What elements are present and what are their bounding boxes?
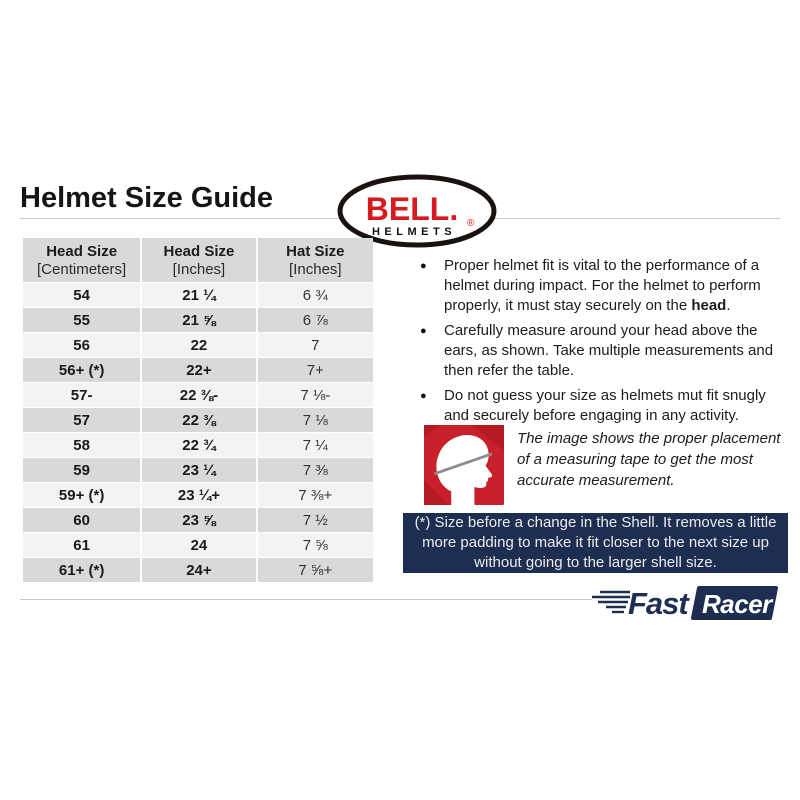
table-cell: 23 ¼ <box>142 458 256 482</box>
table-cell: 56 <box>23 333 141 357</box>
table-row: 59+ (*) 23 ¼+ 7 ⅜+ <box>23 483 373 507</box>
table-row: 56 22 7 <box>23 333 373 357</box>
table-cell: 7 ⅝ <box>257 533 373 557</box>
bullet-text: Proper helmet fit is vital to the perfor… <box>444 256 788 316</box>
figure-caption: The image shows the proper placement of … <box>517 430 781 489</box>
header-title: Head Size <box>163 242 235 260</box>
table-cell: 54 <box>23 283 141 307</box>
fit-instructions-list: ● Proper helmet fit is vital to the perf… <box>404 256 796 431</box>
table-cell: 59+ (*) <box>23 483 141 507</box>
bell-logo-wordmark: BELL. <box>366 191 458 227</box>
table-row: 57- 22 ⅜- 7 ⅛- <box>23 383 373 407</box>
table-cell: 59 <box>23 458 141 482</box>
table-cell: 58 <box>23 433 141 457</box>
table-cell: 23 ⅝ <box>142 508 256 532</box>
bell-logo-helmets-text: HELMETS <box>372 226 456 238</box>
header-hat-size-in: Hat Size [Inches] <box>257 238 373 282</box>
table-cell: 7 ⅝+ <box>257 558 373 582</box>
header-unit: [Centimeters] <box>37 260 127 278</box>
bell-logo-ellipse <box>337 174 497 248</box>
bullet-icon: ● <box>420 325 427 337</box>
table-cell: 57 <box>23 408 141 432</box>
table-row: 56+ (*) 22+ 7+ <box>23 358 373 382</box>
table-cell: 21 ⅝ <box>142 308 256 332</box>
table-cell: 7 ⅜+ <box>257 483 373 507</box>
table-row: 61 24 7 ⅝ <box>23 533 373 557</box>
table-cell: 21 ¼ <box>142 283 256 307</box>
table-cell: 7+ <box>257 358 373 382</box>
bullet-text: Do not guess your size as helmets mut fi… <box>444 387 766 424</box>
bullet-text-part: Proper helmet fit is vital to the perfor… <box>444 257 761 314</box>
helmet-size-table: Head Size [Centimeters] Head Size [Inche… <box>21 237 375 583</box>
table-cell: 23 ¼+ <box>142 483 256 507</box>
fastracer-racer-box <box>691 586 778 620</box>
table-cell: 60 <box>23 508 141 532</box>
bell-logo-registered-icon: ® <box>467 218 475 229</box>
shell-size-note-text: (*) Size before a change in the Shell. I… <box>414 514 777 571</box>
list-item: ● Carefully measure around your head abo… <box>404 321 796 381</box>
bullet-text-part: . <box>726 297 731 314</box>
table-cell: 7 ½ <box>257 508 373 532</box>
table-cell: 24 <box>142 533 256 557</box>
table-cell: 7 ⅛ <box>257 408 373 432</box>
bullet-icon: ● <box>420 260 427 272</box>
head-measuring-tape-icon <box>424 425 504 505</box>
table-cell: 61 <box>23 533 141 557</box>
fastracer-fast-text: Fast <box>628 586 690 621</box>
table-row: 61+ (*) 24+ 7 ⅝+ <box>23 558 373 582</box>
list-item: ● Do not guess your size as helmets mut … <box>404 386 796 426</box>
bullet-icon: ● <box>420 390 427 402</box>
table-cell: 55 <box>23 308 141 332</box>
bullet-text: Carefully measure around your head above… <box>444 322 774 379</box>
shell-size-note: (*) Size before a change in the Shell. I… <box>403 513 788 573</box>
header-title: Hat Size <box>286 242 345 260</box>
list-item: ● Proper helmet fit is vital to the perf… <box>404 256 796 316</box>
bell-helmets-logo: BELL. ® HELMETS <box>337 174 497 248</box>
table-cell: 6 ¾ <box>257 283 373 307</box>
table-cell: 22 <box>142 333 256 357</box>
table-cell: 61+ (*) <box>23 558 141 582</box>
table-cell: 7 ¼ <box>257 433 373 457</box>
table-header-row: Head Size [Centimeters] Head Size [Inche… <box>23 238 373 282</box>
header-title: Head Size <box>46 242 118 260</box>
header-unit: [Inches] <box>172 260 226 278</box>
fastracer-logo: Fast Racer <box>592 586 778 621</box>
header-head-size-cm: Head Size [Centimeters] <box>23 238 141 282</box>
header-head-size-in: Head Size [Inches] <box>142 238 256 282</box>
page-title: Helmet Size Guide <box>20 182 274 214</box>
table-cell: 7 ⅛- <box>257 383 373 407</box>
table-cell: 7 ⅜ <box>257 458 373 482</box>
table-cell: 24+ <box>142 558 256 582</box>
table-cell: 6 ⅞ <box>257 308 373 332</box>
speed-lines-icon <box>592 590 630 614</box>
table-cell: 22 ¾ <box>142 433 256 457</box>
header-unit: [Inches] <box>289 260 342 278</box>
table-cell: 57- <box>23 383 141 407</box>
table-cell: 7 <box>257 333 373 357</box>
table-cell: 22+ <box>142 358 256 382</box>
table-cell: 56+ (*) <box>23 358 141 382</box>
table-cell: 22 ⅜ <box>142 408 256 432</box>
fastracer-racer-text: Racer <box>702 589 774 619</box>
table-cell: 22 ⅜- <box>142 383 256 407</box>
footer-divider <box>20 599 592 600</box>
bullet-text-bold: head <box>691 297 727 314</box>
